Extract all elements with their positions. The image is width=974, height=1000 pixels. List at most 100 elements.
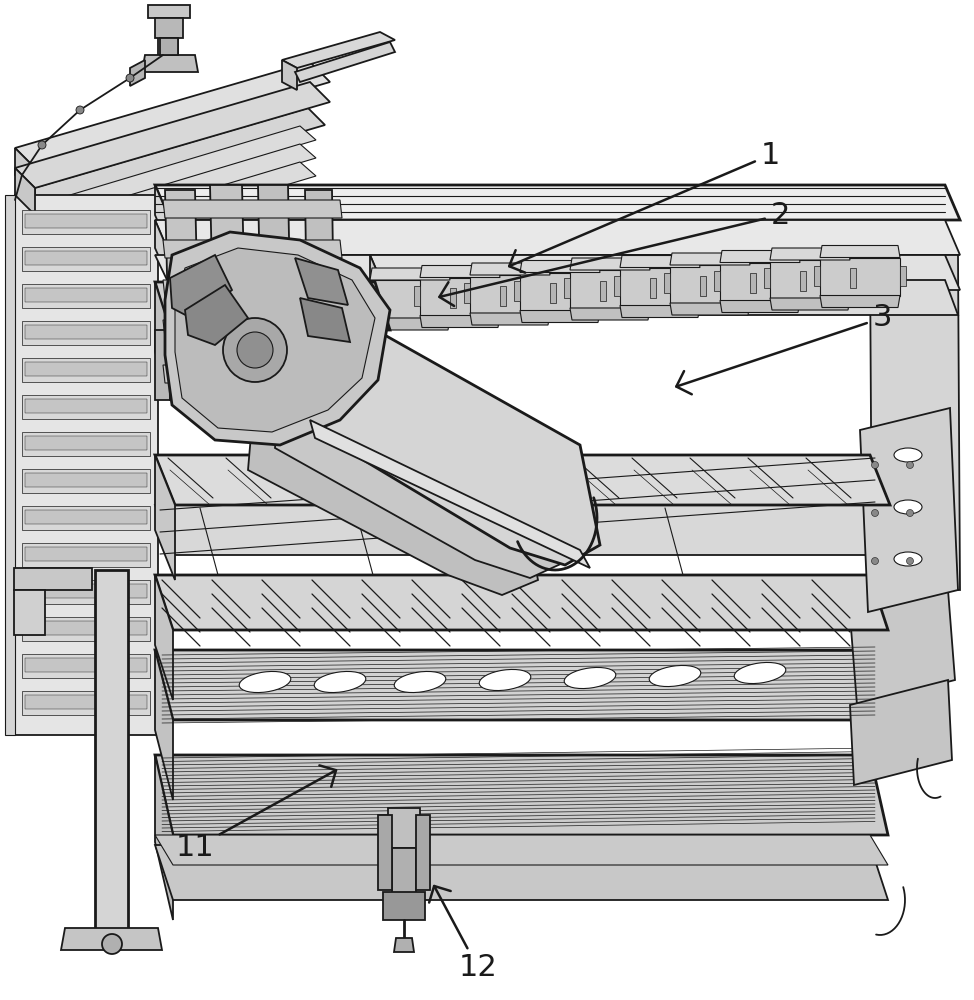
Polygon shape bbox=[25, 436, 147, 450]
Polygon shape bbox=[170, 255, 232, 320]
Polygon shape bbox=[163, 200, 342, 218]
Polygon shape bbox=[258, 185, 292, 395]
Circle shape bbox=[237, 332, 273, 368]
Polygon shape bbox=[420, 277, 500, 316]
Polygon shape bbox=[22, 506, 150, 530]
Polygon shape bbox=[25, 473, 147, 487]
Polygon shape bbox=[814, 265, 820, 286]
Text: 3: 3 bbox=[676, 304, 892, 394]
Polygon shape bbox=[25, 621, 147, 635]
Polygon shape bbox=[770, 260, 850, 298]
Polygon shape bbox=[25, 399, 147, 413]
Circle shape bbox=[126, 74, 134, 82]
Circle shape bbox=[223, 318, 287, 382]
Polygon shape bbox=[370, 255, 385, 360]
Polygon shape bbox=[464, 283, 470, 303]
Polygon shape bbox=[450, 288, 456, 308]
Polygon shape bbox=[155, 505, 888, 555]
Polygon shape bbox=[570, 270, 650, 308]
Circle shape bbox=[907, 558, 914, 564]
Polygon shape bbox=[175, 248, 375, 432]
Text: 2: 2 bbox=[439, 200, 790, 306]
Polygon shape bbox=[25, 362, 147, 376]
Ellipse shape bbox=[394, 671, 446, 693]
Polygon shape bbox=[850, 268, 856, 288]
Polygon shape bbox=[900, 265, 906, 286]
Polygon shape bbox=[470, 313, 550, 325]
Polygon shape bbox=[15, 82, 330, 188]
Polygon shape bbox=[383, 892, 425, 920]
Polygon shape bbox=[155, 220, 960, 255]
Polygon shape bbox=[14, 590, 45, 635]
Polygon shape bbox=[275, 345, 565, 578]
Polygon shape bbox=[520, 310, 600, 322]
Polygon shape bbox=[163, 320, 342, 338]
Polygon shape bbox=[165, 190, 200, 400]
Polygon shape bbox=[95, 570, 128, 940]
Polygon shape bbox=[570, 258, 650, 270]
Text: 11: 11 bbox=[175, 765, 336, 862]
Polygon shape bbox=[20, 162, 316, 260]
Polygon shape bbox=[22, 247, 150, 271]
Polygon shape bbox=[25, 510, 147, 524]
Ellipse shape bbox=[564, 667, 616, 689]
Polygon shape bbox=[370, 280, 958, 315]
Polygon shape bbox=[185, 285, 248, 345]
Polygon shape bbox=[300, 298, 350, 342]
Text: 12: 12 bbox=[430, 886, 498, 982]
Polygon shape bbox=[160, 38, 178, 55]
Polygon shape bbox=[22, 543, 150, 567]
Polygon shape bbox=[388, 808, 420, 848]
Polygon shape bbox=[22, 580, 150, 604]
Polygon shape bbox=[22, 358, 150, 382]
Text: 1: 1 bbox=[509, 140, 780, 273]
Polygon shape bbox=[155, 575, 888, 630]
Polygon shape bbox=[155, 220, 170, 282]
Polygon shape bbox=[750, 273, 756, 293]
Ellipse shape bbox=[734, 662, 786, 684]
Polygon shape bbox=[163, 240, 342, 258]
Polygon shape bbox=[670, 265, 750, 303]
Circle shape bbox=[76, 106, 84, 114]
Polygon shape bbox=[155, 330, 170, 400]
Polygon shape bbox=[155, 282, 170, 400]
Polygon shape bbox=[20, 144, 316, 242]
Polygon shape bbox=[714, 270, 720, 290]
Polygon shape bbox=[820, 245, 900, 257]
Polygon shape bbox=[15, 195, 158, 735]
Polygon shape bbox=[305, 320, 600, 565]
Polygon shape bbox=[305, 190, 335, 390]
Polygon shape bbox=[720, 250, 800, 262]
Polygon shape bbox=[25, 325, 147, 339]
Polygon shape bbox=[148, 5, 190, 18]
Circle shape bbox=[102, 934, 122, 954]
Polygon shape bbox=[155, 282, 390, 330]
Polygon shape bbox=[282, 32, 395, 68]
Polygon shape bbox=[155, 835, 888, 865]
Polygon shape bbox=[860, 408, 958, 612]
Polygon shape bbox=[620, 306, 700, 318]
Polygon shape bbox=[470, 263, 550, 275]
Polygon shape bbox=[620, 255, 700, 267]
Polygon shape bbox=[22, 691, 150, 715]
Polygon shape bbox=[248, 365, 538, 595]
Polygon shape bbox=[22, 654, 150, 678]
Polygon shape bbox=[470, 275, 550, 313]
Polygon shape bbox=[770, 298, 850, 310]
Polygon shape bbox=[155, 575, 173, 700]
Polygon shape bbox=[720, 300, 800, 312]
Polygon shape bbox=[25, 288, 147, 302]
Polygon shape bbox=[155, 18, 183, 38]
Polygon shape bbox=[500, 286, 506, 306]
Polygon shape bbox=[370, 268, 450, 280]
Polygon shape bbox=[370, 318, 450, 330]
Polygon shape bbox=[670, 303, 750, 315]
Polygon shape bbox=[155, 185, 960, 220]
Polygon shape bbox=[25, 214, 147, 228]
Polygon shape bbox=[25, 584, 147, 598]
Polygon shape bbox=[720, 262, 800, 300]
Polygon shape bbox=[650, 278, 656, 298]
Polygon shape bbox=[5, 195, 15, 735]
Polygon shape bbox=[25, 251, 147, 265]
Polygon shape bbox=[15, 168, 35, 215]
